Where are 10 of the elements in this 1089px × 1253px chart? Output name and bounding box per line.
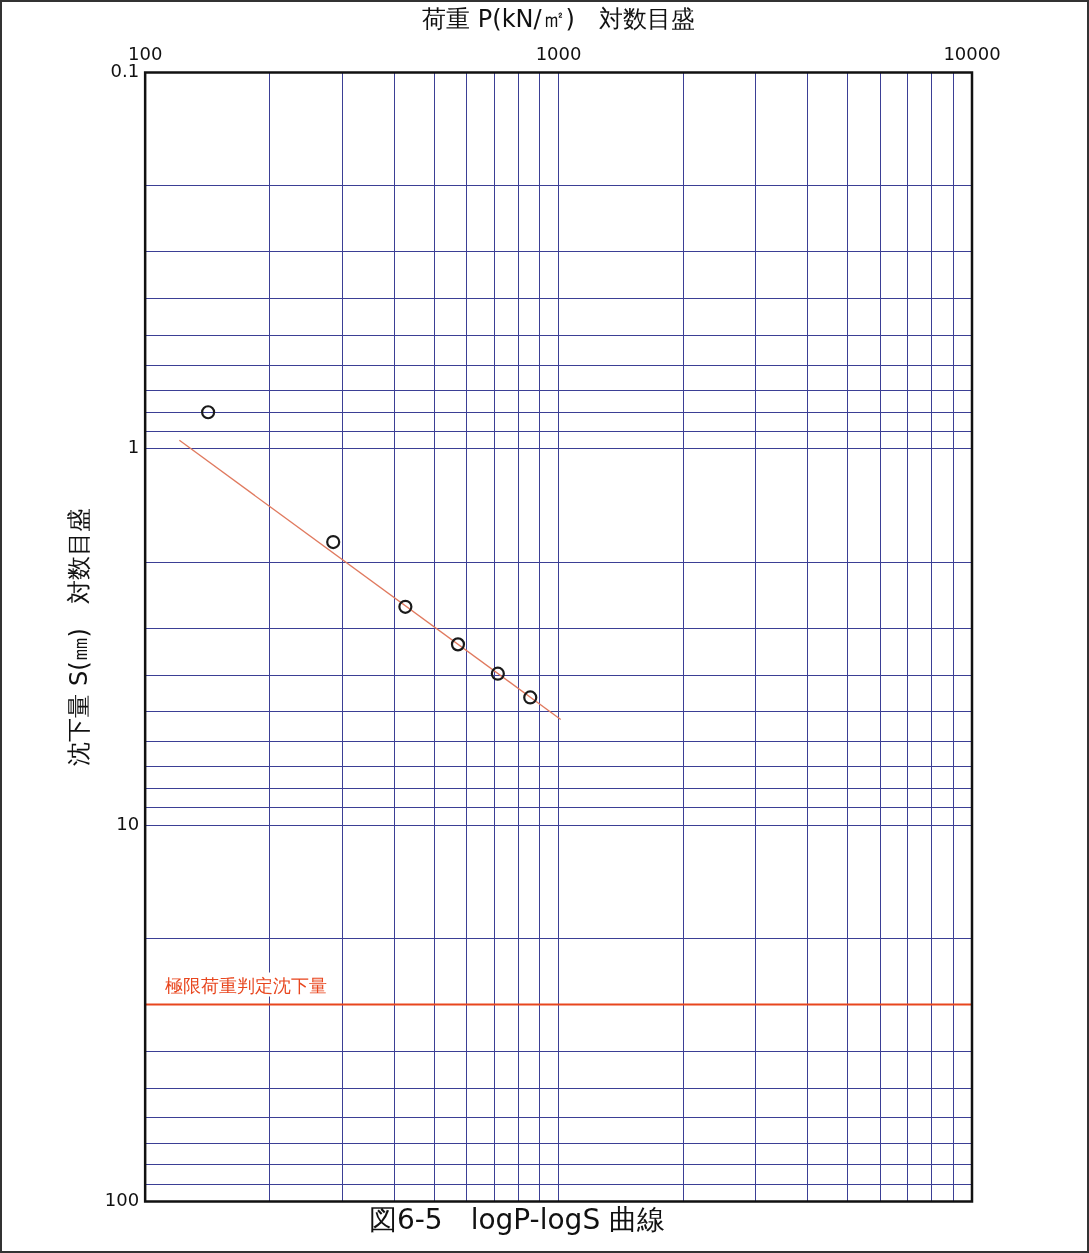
x-tick-label: 10000 xyxy=(943,43,1001,65)
y-tick-label: 0.1 xyxy=(110,60,140,82)
ref-line-label: 極限荷重判定沈下量 xyxy=(165,975,328,997)
x-axis-title: 荷重 P(kN/㎡) 対数目盛 xyxy=(422,4,695,33)
y-tick-label: 1 xyxy=(127,436,140,458)
x-tick-label: 1000 xyxy=(535,43,582,65)
y-tick-label: 10 xyxy=(116,812,140,834)
text: 図6-5 logP-logS 曲線 xyxy=(368,1203,666,1237)
y-tick-label: 100 xyxy=(104,1189,140,1211)
y-axis-title: 沈下量 S(㎜) 対数目盛 xyxy=(64,508,93,766)
